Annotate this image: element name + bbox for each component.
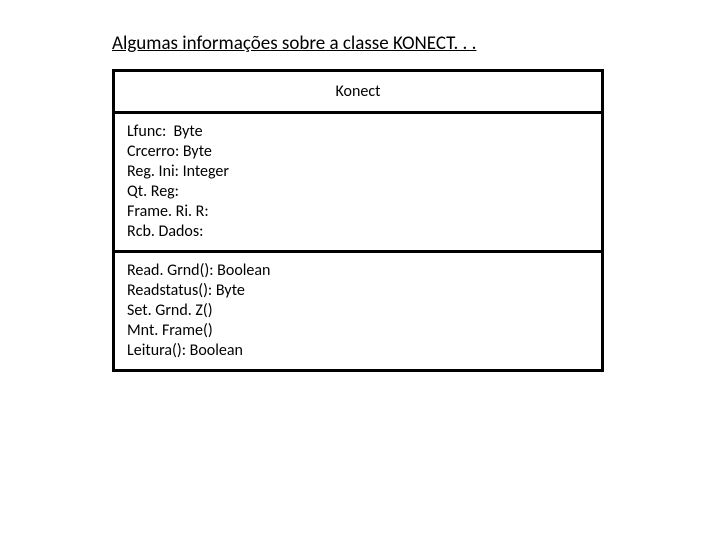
uml-class-box: Konect Lfunc: Byte Crcerro: Byte Reg. In… [112, 69, 604, 372]
uml-attribute: Qt. Reg: [127, 182, 589, 202]
uml-attribute: Frame. Ri. R: [127, 202, 589, 222]
page-title: Algumas informações sobre a classe KONEC… [112, 32, 608, 55]
uml-method: Readstatus(): Byte [127, 281, 589, 301]
uml-attribute: Lfunc: Byte [127, 122, 589, 142]
uml-methods-section: Read. Grnd(): Boolean Readstatus(): Byte… [115, 253, 601, 369]
uml-class-name: Konect [115, 72, 601, 114]
uml-attribute: Crcerro: Byte [127, 142, 589, 162]
uml-method: Leitura(): Boolean [127, 341, 589, 361]
uml-attribute: Rcb. Dados: [127, 222, 589, 242]
uml-attribute: Reg. Ini: Integer [127, 162, 589, 182]
page: Algumas informações sobre a classe KONEC… [0, 0, 720, 540]
uml-method: Mnt. Frame() [127, 321, 589, 341]
uml-method: Set. Grnd. Z() [127, 301, 589, 321]
uml-attributes-section: Lfunc: Byte Crcerro: Byte Reg. Ini: Inte… [115, 114, 601, 253]
uml-method: Read. Grnd(): Boolean [127, 261, 589, 281]
